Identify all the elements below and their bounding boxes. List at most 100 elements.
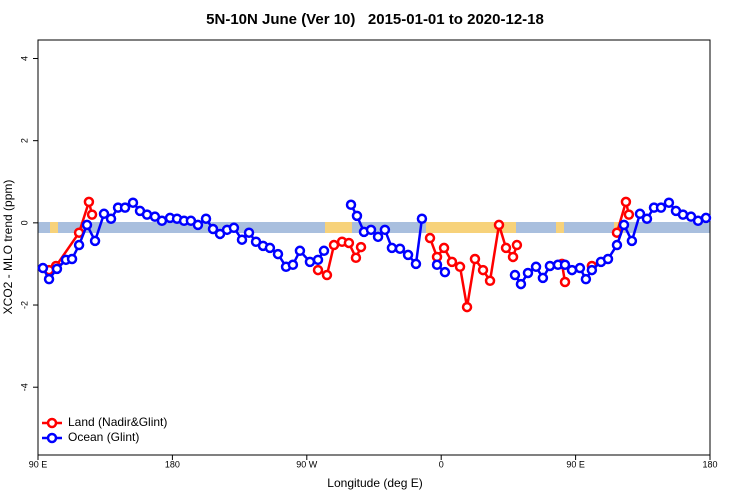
marker	[243, 227, 255, 238]
marker	[127, 197, 139, 208]
marker	[394, 243, 406, 254]
marker	[351, 210, 363, 222]
marker	[580, 273, 592, 285]
x-tick-label: 90 E	[566, 459, 585, 469]
marker	[507, 251, 519, 263]
marker	[655, 202, 667, 213]
marker	[623, 209, 635, 220]
marker	[663, 197, 675, 208]
land-patch	[325, 222, 352, 233]
marker	[318, 245, 330, 257]
land-patch	[426, 222, 516, 233]
marker	[586, 264, 598, 276]
marker	[438, 242, 450, 254]
marker	[51, 263, 63, 275]
chart-title: 5N-10N June (Ver 10) 2015-01-01 to 2020-…	[206, 11, 544, 28]
marker	[544, 260, 556, 272]
y-tick-label: 2	[19, 138, 29, 143]
y-tick-label: -4	[19, 383, 29, 391]
marker	[372, 231, 384, 243]
y-axis-label: XCO2 - MLO trend (ppm)	[1, 180, 15, 315]
marker	[634, 208, 646, 220]
marker	[236, 234, 248, 245]
marker	[559, 276, 571, 288]
marker	[469, 253, 481, 265]
marker	[81, 219, 93, 231]
marker	[641, 213, 653, 224]
marker	[365, 224, 377, 236]
marker	[355, 241, 367, 253]
marker	[228, 222, 240, 234]
marker	[700, 212, 712, 224]
marker	[500, 242, 512, 254]
marker	[416, 213, 428, 224]
marker	[272, 248, 284, 260]
marker	[328, 239, 340, 251]
legend: Land (Nadir&Glint)Ocean (Glint)	[42, 415, 167, 444]
marker	[287, 259, 299, 271]
marker	[446, 256, 458, 268]
marker	[574, 262, 586, 274]
marker	[424, 232, 436, 244]
marker	[611, 239, 623, 251]
legend-marker	[46, 417, 58, 429]
marker	[304, 256, 316, 268]
marker	[156, 215, 168, 227]
marker	[66, 253, 78, 265]
marker	[119, 202, 131, 213]
marker	[105, 213, 117, 224]
land-patch	[50, 222, 58, 233]
marker	[439, 266, 451, 278]
y-tick-label: 4	[19, 56, 29, 61]
marker	[618, 219, 630, 231]
marker	[511, 239, 523, 251]
marker	[89, 235, 101, 247]
marker	[677, 209, 689, 220]
marker	[350, 252, 362, 264]
x-tick-label: 180	[702, 459, 717, 469]
plot-frame	[37, 39, 711, 456]
marker	[200, 213, 212, 224]
marker	[43, 273, 55, 285]
marker	[312, 254, 324, 266]
marker	[402, 249, 414, 261]
marker	[207, 223, 219, 235]
legend-marker	[46, 432, 58, 444]
marker	[386, 242, 398, 254]
marker	[602, 253, 614, 265]
y-tick-label: 0	[19, 220, 29, 225]
marker	[509, 269, 521, 281]
x-axis-label: Longitude (deg E)	[327, 476, 422, 490]
marker	[522, 267, 534, 279]
marker	[454, 261, 466, 273]
y-tick-label: -2	[19, 301, 29, 309]
marker	[294, 245, 306, 257]
land-patch	[556, 222, 564, 233]
marker	[477, 264, 489, 276]
marker	[410, 258, 422, 270]
series	[37, 197, 712, 290]
marker	[86, 209, 98, 220]
marker	[321, 269, 333, 281]
marker	[431, 259, 443, 271]
marker	[461, 301, 473, 313]
marker	[515, 278, 527, 290]
legend-label: Ocean (Glint)	[68, 430, 139, 444]
x-tick-label: 180	[165, 459, 180, 469]
marker	[37, 262, 49, 274]
x-tick-label: 90 W	[296, 459, 318, 469]
marker	[379, 224, 391, 236]
marker	[343, 237, 355, 249]
marker	[192, 219, 204, 231]
marker	[620, 196, 632, 208]
marker	[493, 219, 505, 231]
x-tick-label: 0	[439, 459, 444, 469]
marker	[484, 275, 496, 287]
marker	[559, 259, 571, 271]
marker	[83, 196, 95, 208]
marker	[73, 239, 85, 251]
x-tick-label: 90 E	[29, 459, 48, 469]
marker	[264, 242, 276, 254]
marker	[530, 261, 542, 273]
